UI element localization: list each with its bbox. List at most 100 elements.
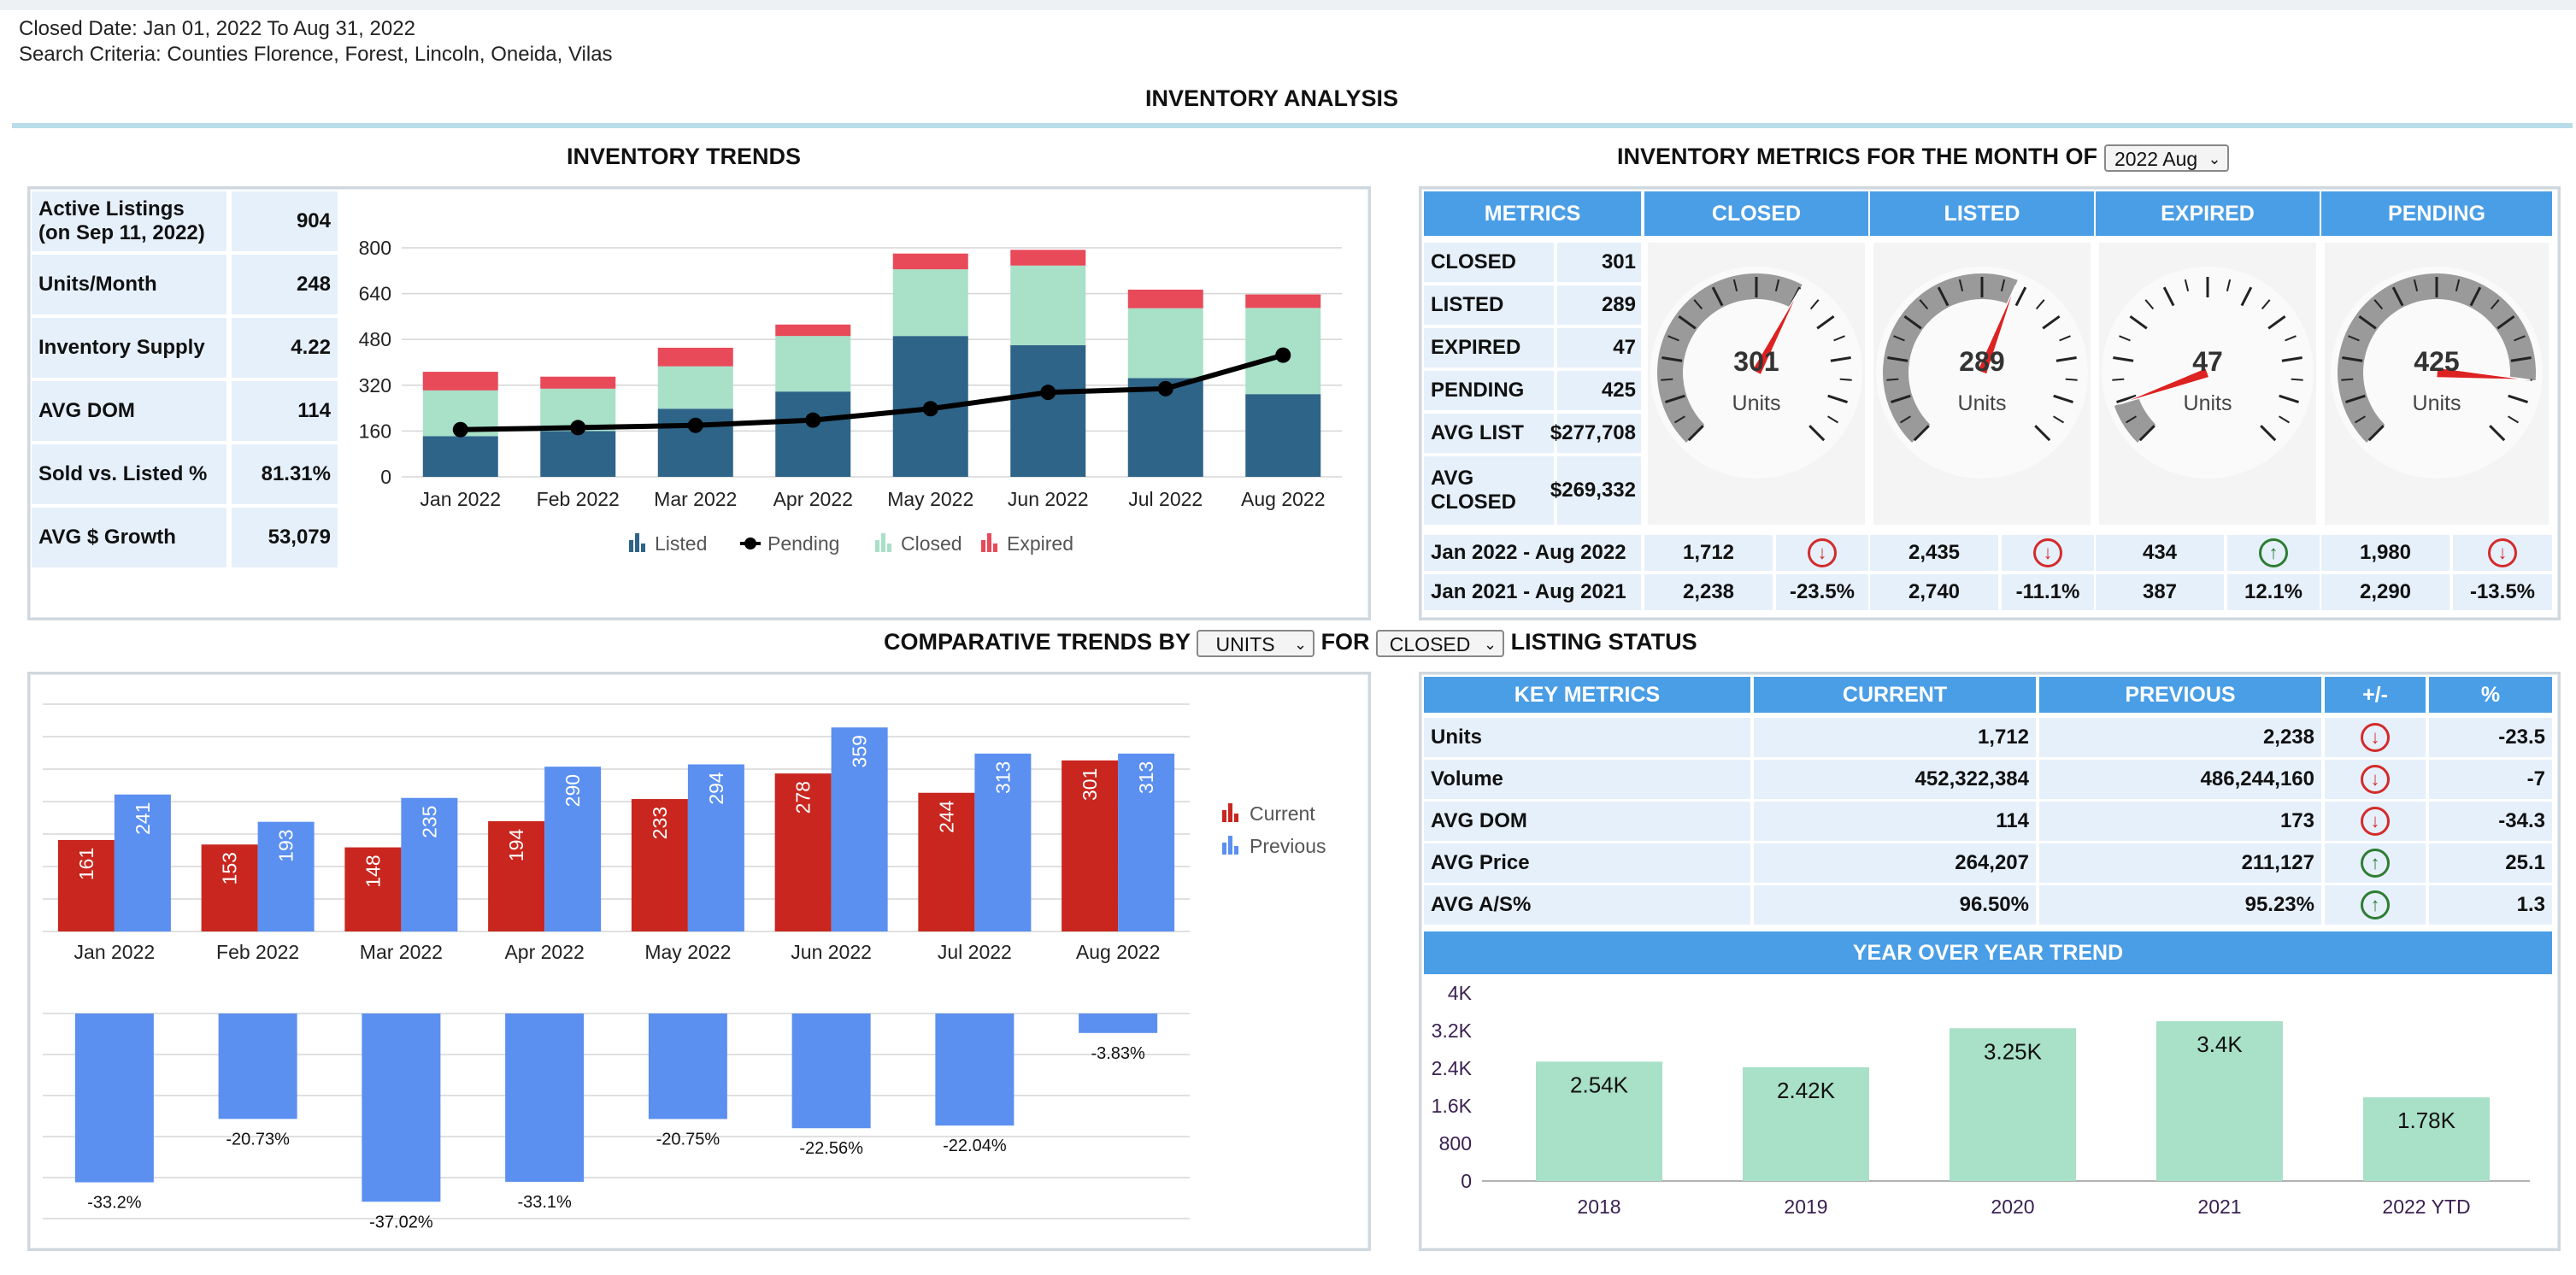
key-metric-current: 96.50% bbox=[1754, 885, 2036, 925]
arrow-down-icon: ↓ bbox=[2361, 765, 2390, 794]
metric-value: 425 bbox=[1557, 371, 1641, 410]
legend-bar-icon bbox=[1222, 810, 1226, 822]
gauge-pending: 425 Units bbox=[2325, 243, 2549, 525]
gauge-tick bbox=[1899, 415, 1911, 424]
key-metric-trend: ↑ bbox=[2325, 843, 2426, 883]
period-value: 1,980 bbox=[2321, 535, 2450, 571]
key-metric-current: 452,322,384 bbox=[1754, 760, 2036, 799]
gauge-fill-arc bbox=[1657, 273, 1803, 444]
y-tick-label: 0 bbox=[380, 466, 391, 488]
legend-item-previous: Previous bbox=[1222, 835, 1326, 857]
expired-bar bbox=[775, 324, 851, 337]
percent-change-label: -22.56% bbox=[799, 1139, 863, 1158]
gauge-value: 47 bbox=[2192, 346, 2223, 377]
gauge-needle bbox=[1750, 289, 1801, 376]
period-value: 2,238 bbox=[1644, 574, 1773, 610]
x-tick-label: 2018 bbox=[1577, 1196, 1620, 1218]
gauge-dial: 289 Units bbox=[1876, 267, 2088, 479]
key-metric-label: AVG DOM bbox=[1424, 802, 1750, 841]
y-tick-label: 0 bbox=[1461, 1170, 1472, 1192]
legend-bar-icon bbox=[1222, 843, 1226, 855]
month-select[interactable]: 2022 Aug ⌄ bbox=[2103, 144, 2229, 172]
legend-bar-icon bbox=[1228, 836, 1232, 855]
listed-bar bbox=[1010, 344, 1086, 477]
metric-label: AVG $ Growth bbox=[32, 508, 226, 567]
gauge-needle bbox=[1976, 285, 2017, 376]
key-metric-label: Volume bbox=[1424, 760, 1750, 799]
metric-value: $269,332 bbox=[1550, 456, 1641, 525]
gauge-tick bbox=[1732, 279, 1738, 291]
x-tick-label: Jun 2022 bbox=[791, 941, 872, 963]
x-tick-label: 2022 YTD bbox=[2382, 1196, 2470, 1218]
gauge-tick bbox=[2226, 279, 2232, 291]
key-metric-percent: 1.3 bbox=[2429, 885, 2552, 925]
gauge-tick bbox=[2162, 286, 2175, 307]
percent-change-bar bbox=[1079, 1014, 1158, 1033]
percent-change-label: -3.83% bbox=[1091, 1044, 1145, 1063]
pending-point bbox=[1275, 347, 1291, 363]
pending-point bbox=[570, 420, 586, 436]
current-bar bbox=[201, 844, 258, 931]
current-bar bbox=[1062, 760, 1119, 931]
inventory-trends-chart: 0 160 320 480 640 800 Jan 2022 Feb 2022 Mar 2022… bbox=[359, 237, 1342, 555]
arrow-down-icon: ↓ bbox=[2488, 538, 2517, 567]
y-tick-label: 160 bbox=[359, 420, 391, 442]
gauge-fill-arc bbox=[2114, 397, 2156, 444]
legend-bar-icon bbox=[641, 543, 645, 552]
gauge-tick bbox=[2373, 299, 2384, 310]
status-select[interactable]: CLOSED ⌄ bbox=[1376, 629, 1505, 657]
gauge-tick bbox=[2508, 415, 2520, 424]
gauge-tick bbox=[2053, 415, 2065, 424]
yoy-value-label: 2.42K bbox=[1777, 1078, 1836, 1103]
expired-bar bbox=[540, 376, 616, 389]
y-tick-label: 3.2K bbox=[1432, 1019, 1473, 1042]
yoy-bar bbox=[2156, 1021, 2283, 1181]
month-metrics-title-text: INVENTORY METRICS FOR THE MONTH OF bbox=[1617, 144, 2098, 169]
legend-item-listed: Listed bbox=[629, 532, 707, 555]
gauge-tick bbox=[2348, 335, 2360, 342]
gauge-tick bbox=[1687, 425, 1704, 442]
status-select-value: CLOSED bbox=[1389, 632, 1471, 655]
current-bar bbox=[344, 847, 402, 931]
metric-label: CLOSED bbox=[1424, 243, 1554, 282]
key-metric-previous: 95.23% bbox=[2039, 885, 2321, 925]
current-bar bbox=[631, 799, 688, 931]
gauge-dial: 425 Units bbox=[2331, 267, 2543, 479]
units-select[interactable]: UNITS ⌄ bbox=[1197, 629, 1315, 657]
y-tick-label: 640 bbox=[359, 283, 391, 305]
month-select-value: 2022 Aug bbox=[2114, 147, 2198, 170]
units-select-value: UNITS bbox=[1215, 632, 1275, 655]
period-change: ↑ bbox=[2227, 535, 2320, 571]
metric-row: Inventory Supply 4.22 bbox=[32, 318, 338, 378]
metric-label: Active Listings (on Sep 11, 2022) bbox=[32, 191, 226, 251]
gauge-expired: 47 Units bbox=[2099, 243, 2316, 525]
gauge-tick bbox=[1661, 378, 1673, 381]
expired-bar bbox=[892, 253, 968, 270]
gauge-tick bbox=[2129, 314, 2148, 330]
listed-bar bbox=[422, 436, 498, 477]
gauge-unit: Units bbox=[1732, 391, 1781, 415]
gauge-tick bbox=[1693, 299, 1703, 310]
y-tick-label: 4K bbox=[1448, 982, 1473, 1004]
metric-label: AVG LIST bbox=[1424, 414, 1554, 453]
gauge-fill-arc bbox=[1883, 273, 2018, 444]
metric-value: 289 bbox=[1557, 285, 1641, 325]
gauge-tick bbox=[1893, 335, 1905, 342]
gauge-unit: Units bbox=[2413, 391, 2461, 415]
y-tick-label: 800 bbox=[1439, 1132, 1472, 1155]
y-tick-label: 2.4K bbox=[1432, 1057, 1473, 1079]
current-value-label: 153 bbox=[219, 852, 241, 884]
month-metrics-title: INVENTORY METRICS FOR THE MONTH OF 2022 … bbox=[1617, 144, 2229, 172]
key-metric-trend: ↓ bbox=[2325, 718, 2426, 757]
gauge-tick bbox=[2014, 286, 2027, 307]
key-header: CURRENT bbox=[1754, 677, 2036, 713]
legend-bar-icon bbox=[629, 540, 633, 552]
current-value-label: 244 bbox=[935, 800, 957, 833]
chevron-down-icon: ⌄ bbox=[2208, 150, 2221, 167]
previous-value-label: 193 bbox=[275, 829, 297, 861]
x-tick-label: Jul 2022 bbox=[1128, 488, 1203, 510]
gauge-unit: Units bbox=[2184, 391, 2232, 415]
page-title: INVENTORY ANALYSIS bbox=[1144, 85, 1399, 111]
gauge-tick bbox=[2240, 286, 2253, 307]
period-change: -23.5% bbox=[1776, 574, 1868, 610]
